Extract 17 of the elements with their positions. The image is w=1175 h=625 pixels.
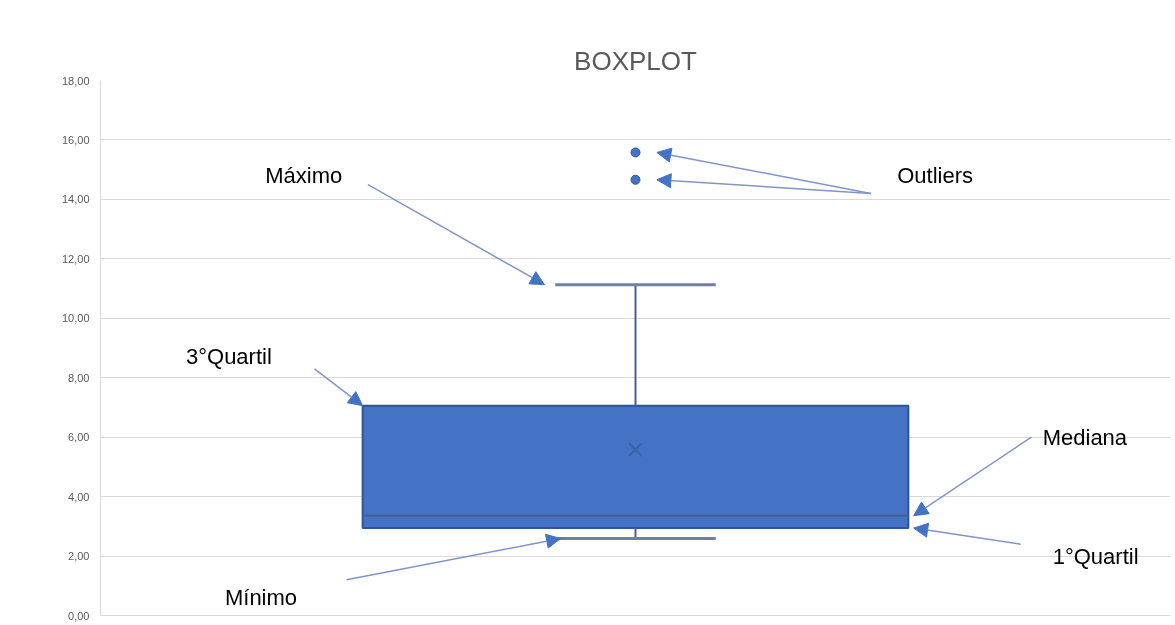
y-tick-label: 12,00 — [61, 252, 90, 265]
annotation: Mediana — [1042, 424, 1128, 450]
annotation: Mínimo — [224, 585, 298, 611]
y-tick-label: 16,00 — [61, 133, 90, 146]
annotation: Máximo — [265, 163, 343, 189]
y-tick-label: 14,00 — [61, 193, 90, 206]
y-tick-label: 4,00 — [68, 490, 90, 503]
y-tick-label: 0,00 — [68, 609, 90, 622]
y-tick-label: 6,00 — [68, 431, 90, 444]
y-tick-label: 2,00 — [68, 550, 90, 563]
y-tick-label: 10,00 — [61, 312, 90, 325]
annotation: Outliers — [897, 163, 973, 189]
annotation: 1°Quartil — [1052, 543, 1139, 569]
annotation: 3°Quartil — [185, 344, 272, 370]
chart-title: BOXPLOT — [574, 45, 698, 76]
y-tick-label: 8,00 — [68, 371, 90, 384]
y-tick-label: 18,00 — [61, 74, 90, 87]
